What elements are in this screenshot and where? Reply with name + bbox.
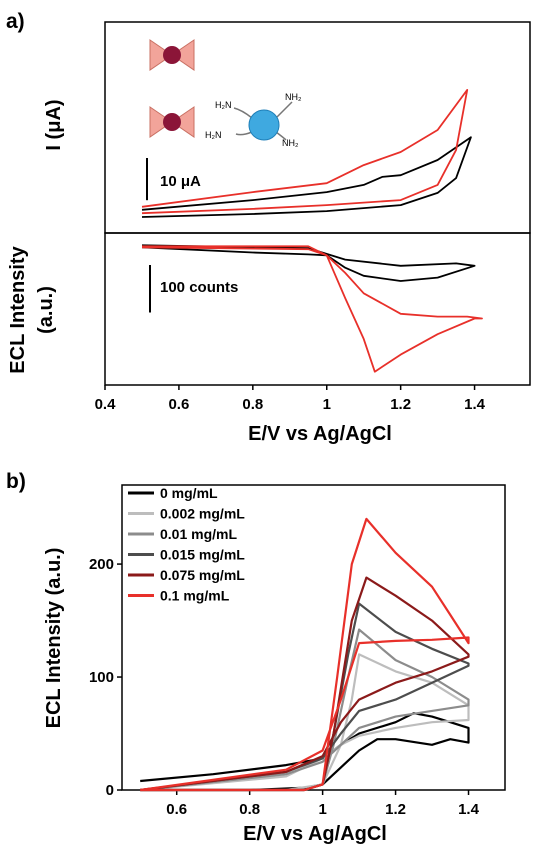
x-tick-label: 0.4 [95,396,117,413]
x-tick-label: 1 [318,801,326,818]
x-axis-label: E/V vs Ag/AgCl [248,423,392,445]
legend-label: 0.075 mg/mL [160,567,245,583]
x-tick-label: 0.8 [242,396,263,413]
y-tick-label: 200 [89,556,114,573]
y-axis-label: ECL Intensity [7,245,29,373]
scale-bar-label: 100 counts [160,279,238,296]
x-tick-label: 1.4 [458,801,480,818]
inset-label: H₂N [205,130,222,140]
series-line [141,244,476,282]
panel-label: b) [6,470,26,493]
scale-bar-label: 10 μA [160,173,201,190]
y-tick-label: 100 [89,669,114,686]
y-tick-label: 0 [106,782,114,799]
series-line [140,576,470,792]
x-tick-label: 1.2 [385,801,406,818]
x-tick-label: 1.4 [464,396,486,413]
legend-label: 0.015 mg/mL [160,547,245,563]
series-line [141,245,483,373]
x-axis-label: E/V vs Ag/AgCl [243,823,387,845]
y-axis-label: (a.u.) [35,286,57,334]
inset-label: NH₂ [285,92,302,102]
series-line [140,517,470,792]
x-tick-label: 0.8 [239,801,260,818]
plot-frame [121,484,506,791]
inset-molecules [149,39,293,141]
x-tick-label: 0.6 [166,801,187,818]
y-axis-label: I (μA) [43,99,65,150]
legend-label: 0.1 mg/mL [160,588,230,604]
panel-label: a) [6,10,25,33]
series-line [141,136,472,218]
x-tick-label: 1.2 [390,396,411,413]
x-tick-label: 1 [323,396,331,413]
series-line [140,628,470,792]
series-line [141,89,469,215]
inset-label: H₂N [215,100,232,110]
x-tick-label: 0.6 [168,396,189,413]
legend-label: 0.002 mg/mL [160,506,245,522]
plot-frame [104,232,531,386]
y-axis-label: ECL Intensity (a.u.) [43,548,65,729]
inset-label: NH₂ [282,138,299,148]
legend-label: 0 mg/mL [160,485,218,501]
legend-label: 0.01 mg/mL [160,526,237,542]
